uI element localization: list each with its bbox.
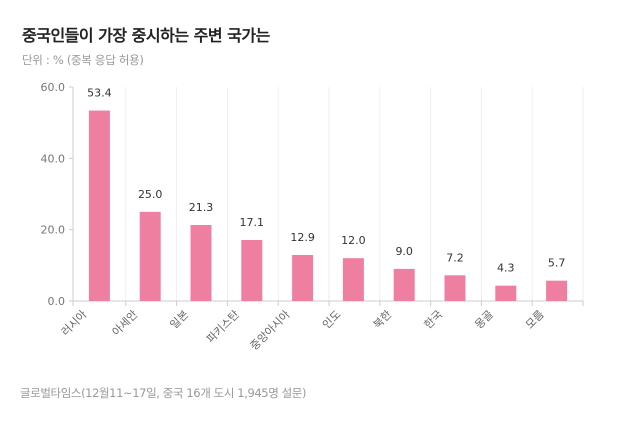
chart-source: 글로벌타임스(12월11~17일, 중국 16개 도시 1,945명 설문) [20,386,307,400]
data-label: 9.0 [395,245,413,258]
data-label: 21.3 [189,201,214,214]
bar-2 [139,211,161,301]
bar-4 [241,240,263,301]
data-label: 25.0 [138,188,163,201]
x-tick-label: 러시아 [59,308,90,339]
data-label: 12.9 [290,231,315,244]
x-tick-label: 아세안 [110,308,141,339]
x-tick-label: 인도 [320,308,344,332]
x-tick-label: 몽골 [472,308,496,332]
data-label: 4.3 [497,262,515,275]
bar-8 [444,275,466,301]
data-label: 5.7 [548,257,566,270]
data-label: 7.2 [446,251,464,264]
bar-6 [342,258,364,301]
bar-7 [393,268,415,301]
chart-subtitle: 단위 : % (중복 응답 허용) [22,53,144,67]
chart-title: 중국인들이 가장 중시하는 주변 국가는 [22,26,270,45]
x-tick-label: 북한 [371,308,395,332]
data-label: 53.4 [87,87,112,100]
data-label: 12.0 [341,234,366,247]
y-tick-label: 20.0 [41,224,66,237]
y-tick-label: 60.0 [41,81,66,94]
x-tick-label: 모름 [523,308,547,332]
x-tick-label: 한국 [422,308,446,332]
x-tick-label: 파키스탄 [204,308,242,346]
bar-9 [495,285,517,301]
data-label: 17.1 [240,216,265,229]
bar-3 [190,225,212,301]
x-tick-label: 일본 [167,307,191,331]
bar-1 [88,110,110,301]
bar-chart: 0.0 20.0 40.0 60.0 53.4 러시아 25.0 아세안 21.3 일본 17.1 파… [41,81,584,353]
bar-10 [546,280,568,301]
bar-5 [292,254,314,301]
y-tick-label: 40.0 [41,152,66,165]
y-tick-label: 0.0 [48,295,66,308]
x-tick-label: 중앙아시아 [248,308,293,353]
